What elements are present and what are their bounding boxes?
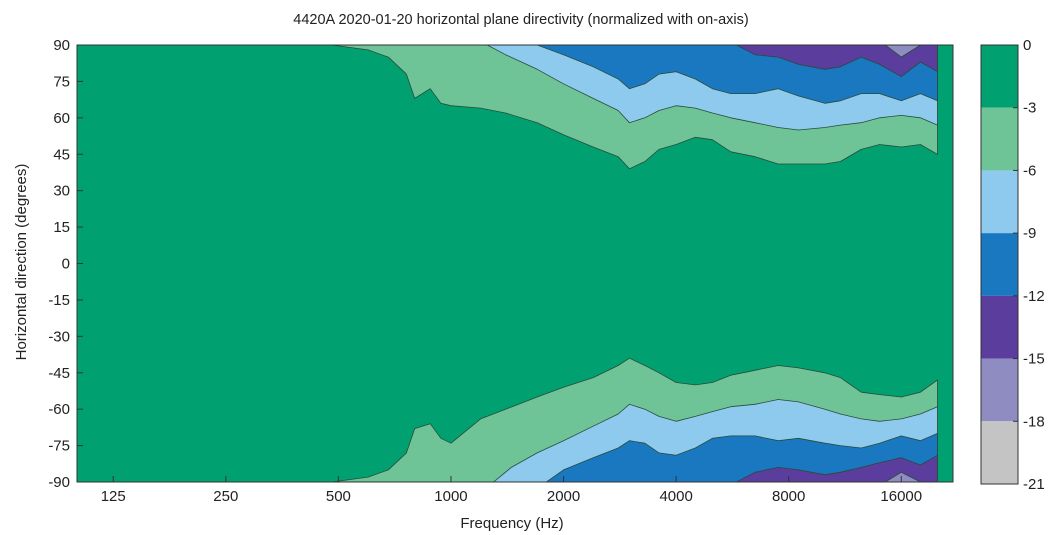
y-tick-label: 45 [53, 146, 70, 163]
y-tick-label: 30 [53, 183, 70, 200]
chart-title: 4420A 2020-01-20 horizontal plane direct… [293, 12, 748, 28]
y-tick-label: 60 [53, 110, 70, 127]
y-tick-label: 75 [53, 73, 70, 90]
x-tick-label: 250 [213, 488, 238, 505]
colorbar-tick-label: -21 [1023, 476, 1045, 493]
y-tick-label: -15 [48, 292, 70, 309]
colorbar-segment [981, 170, 1018, 234]
colorbar-segment [981, 233, 1018, 296]
y-tick-label: -75 [48, 438, 70, 455]
x-tick-label: 125 [101, 488, 126, 505]
contour-region-upper-12 [736, 45, 938, 77]
contour-region-upper-15 [884, 45, 921, 58]
x-axis-label: Frequency (Hz) [460, 515, 563, 532]
y-tick-label: 0 [62, 256, 70, 273]
x-tick-label: 500 [326, 488, 351, 505]
y-tick-label: 90 [53, 37, 70, 54]
contour-region-lower-9 [546, 433, 938, 482]
colorbar-segment [981, 421, 1018, 484]
colorbar-tick-label: -18 [1023, 413, 1045, 430]
y-tick-label: -30 [48, 328, 70, 345]
contour-region-lower-15 [884, 471, 921, 482]
y-axis-label: Horizontal direction (degrees) [13, 164, 30, 361]
colorbar-tick-label: -12 [1023, 288, 1045, 305]
y-tick-label: -90 [48, 474, 70, 491]
colorbar-tick-label: -6 [1023, 162, 1036, 179]
x-tick-label: 1000 [434, 488, 467, 505]
x-tick-label: 16000 [880, 488, 922, 505]
contour-region-lower-12 [736, 454, 938, 482]
colorbar-segment [981, 295, 1018, 359]
x-axis: 125 250 500 1000 2000 4000 8000 16000 [101, 476, 922, 505]
y-tick-label: -45 [48, 365, 70, 382]
y-axis: 90 75 60 45 30 15 0 -15 -30 -45 -60 -75 -90 [48, 37, 83, 491]
y-tick-label: 15 [53, 219, 70, 236]
x-tick-label: 4000 [659, 488, 692, 505]
x-tick-label: 8000 [772, 488, 805, 505]
colorbar-tick-label: -9 [1023, 225, 1036, 242]
colorbar-tick-label: -15 [1023, 351, 1045, 368]
colorbar: 0 -3 -6 -9 -12 -15 -18 -21 [980, 37, 1045, 493]
colorbar-segment [981, 107, 1018, 171]
contour-plot-area [76, 44, 954, 483]
y-tick-label: -60 [48, 401, 70, 418]
colorbar-segment [981, 45, 1018, 108]
colorbar-segment [981, 358, 1018, 422]
colorbar-frame [980, 44, 1019, 485]
x-tick-label: 2000 [547, 488, 580, 505]
colorbar-tick-label: -3 [1023, 100, 1036, 117]
colorbar-tick-label: 0 [1023, 37, 1031, 54]
